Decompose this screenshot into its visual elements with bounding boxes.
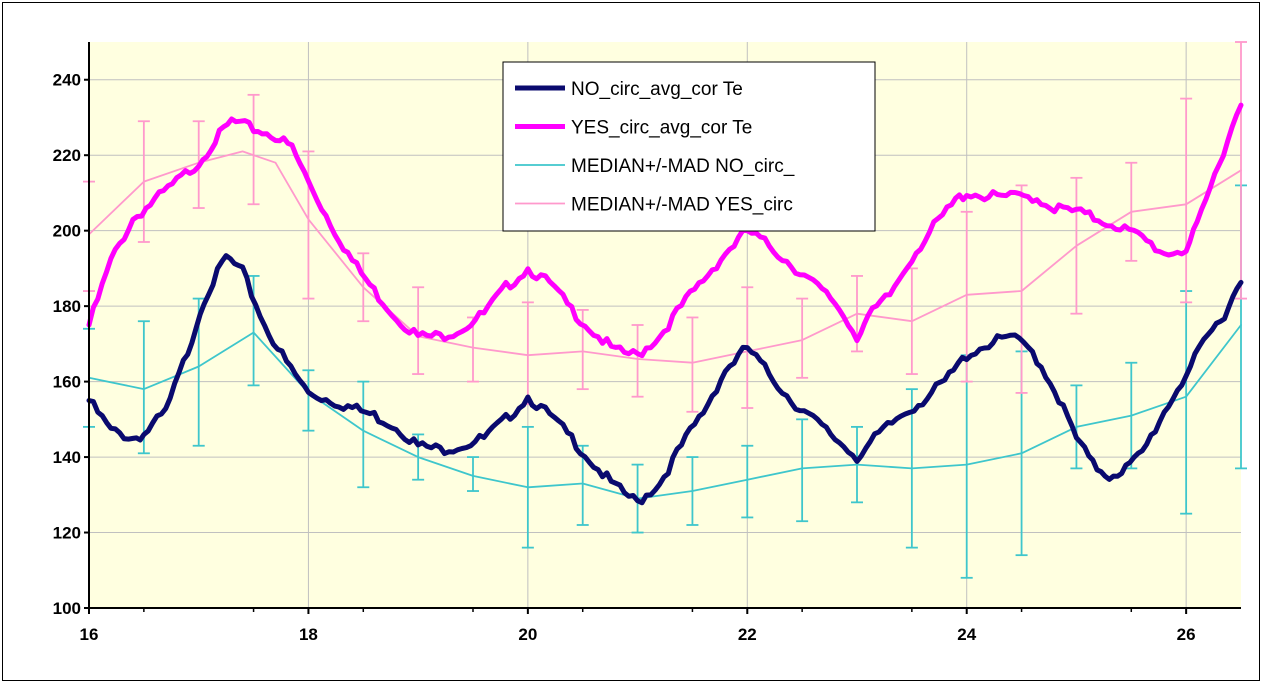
y-tick-label: 140 [53,448,81,467]
y-tick-label: 100 [53,599,81,618]
legend-label: NO_circ_avg_cor Te [571,79,743,100]
x-tick-label: 20 [518,625,537,644]
y-tick-label: 240 [53,71,81,90]
x-tick-label: 22 [738,625,757,644]
series-line-2 [86,102,1244,359]
series-line-4 [88,150,1242,364]
series-line-1 [86,253,1244,506]
legend-label: YES_circ_avg_cor Te [571,118,752,139]
y-tick-label: 200 [53,222,81,241]
y-tick-label: 160 [53,373,81,392]
y-tick-label: 220 [53,146,81,165]
legend: NO_circ_avg_cor Te YES_circ_avg_cor Te MED… [502,61,876,232]
x-tick-label: 26 [1177,625,1196,644]
y-tick-label: 180 [53,297,81,316]
y-tick-label: 120 [53,524,81,543]
legend-label: MEDIAN+/-MAD YES_circ [571,195,793,216]
x-tick-label: 18 [299,625,318,644]
series-line-3 [88,324,1242,500]
legend-label: MEDIAN+/-MAD NO_circ_ [571,156,795,177]
x-tick-label: 16 [80,625,99,644]
axes: 100 120 140 160 180 200 220 240 16 18 20 22 24 26 [53,42,1241,644]
x-tick-label: 24 [957,625,976,644]
series-layer [83,41,1247,579]
